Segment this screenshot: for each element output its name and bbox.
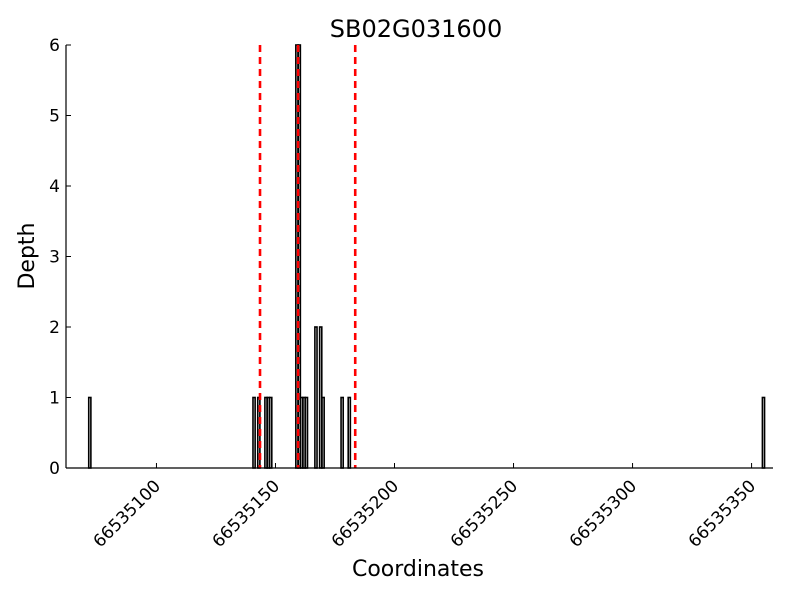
x-tick-label-0: 66535100 <box>90 476 165 551</box>
x-tick-label-3: 66535250 <box>447 476 522 551</box>
bar-10 <box>304 396 309 469</box>
y-tick-label-5: 5 <box>49 107 60 127</box>
x-tick-label-4: 66535300 <box>566 476 641 551</box>
y-tick-label-6: 6 <box>49 36 60 56</box>
y-tick-label-3: 3 <box>49 248 60 268</box>
y-tick-label-4: 4 <box>49 177 60 197</box>
bar-5 <box>268 396 273 469</box>
bar-14 <box>340 396 345 469</box>
bar-1 <box>252 396 256 469</box>
axes <box>65 45 773 469</box>
bar-13 <box>321 396 325 469</box>
bars-layer <box>87 44 766 469</box>
y-tick-label-2: 2 <box>49 318 60 338</box>
bar-16 <box>761 396 766 469</box>
chart-title: SB02G031600 <box>330 15 502 43</box>
x-tick-label-5: 66535350 <box>685 476 760 551</box>
x-axis-label: Coordinates <box>352 557 484 582</box>
y-tick-label-1: 1 <box>49 389 60 409</box>
y-axis-label: Depth <box>15 222 40 289</box>
x-tick-label-2: 66535200 <box>328 476 403 551</box>
y-tick-label-0: 0 <box>49 459 60 479</box>
bar-11 <box>314 326 318 469</box>
x-tick-label-1: 66535150 <box>209 476 284 551</box>
bar-15 <box>347 396 352 469</box>
ticks-layer: 0 1 2 3 4 5 6 66535100 66535150 66535200 66535250 6… <box>49 36 760 552</box>
region-lines-layer <box>258 45 357 468</box>
bar-0 <box>87 396 92 469</box>
